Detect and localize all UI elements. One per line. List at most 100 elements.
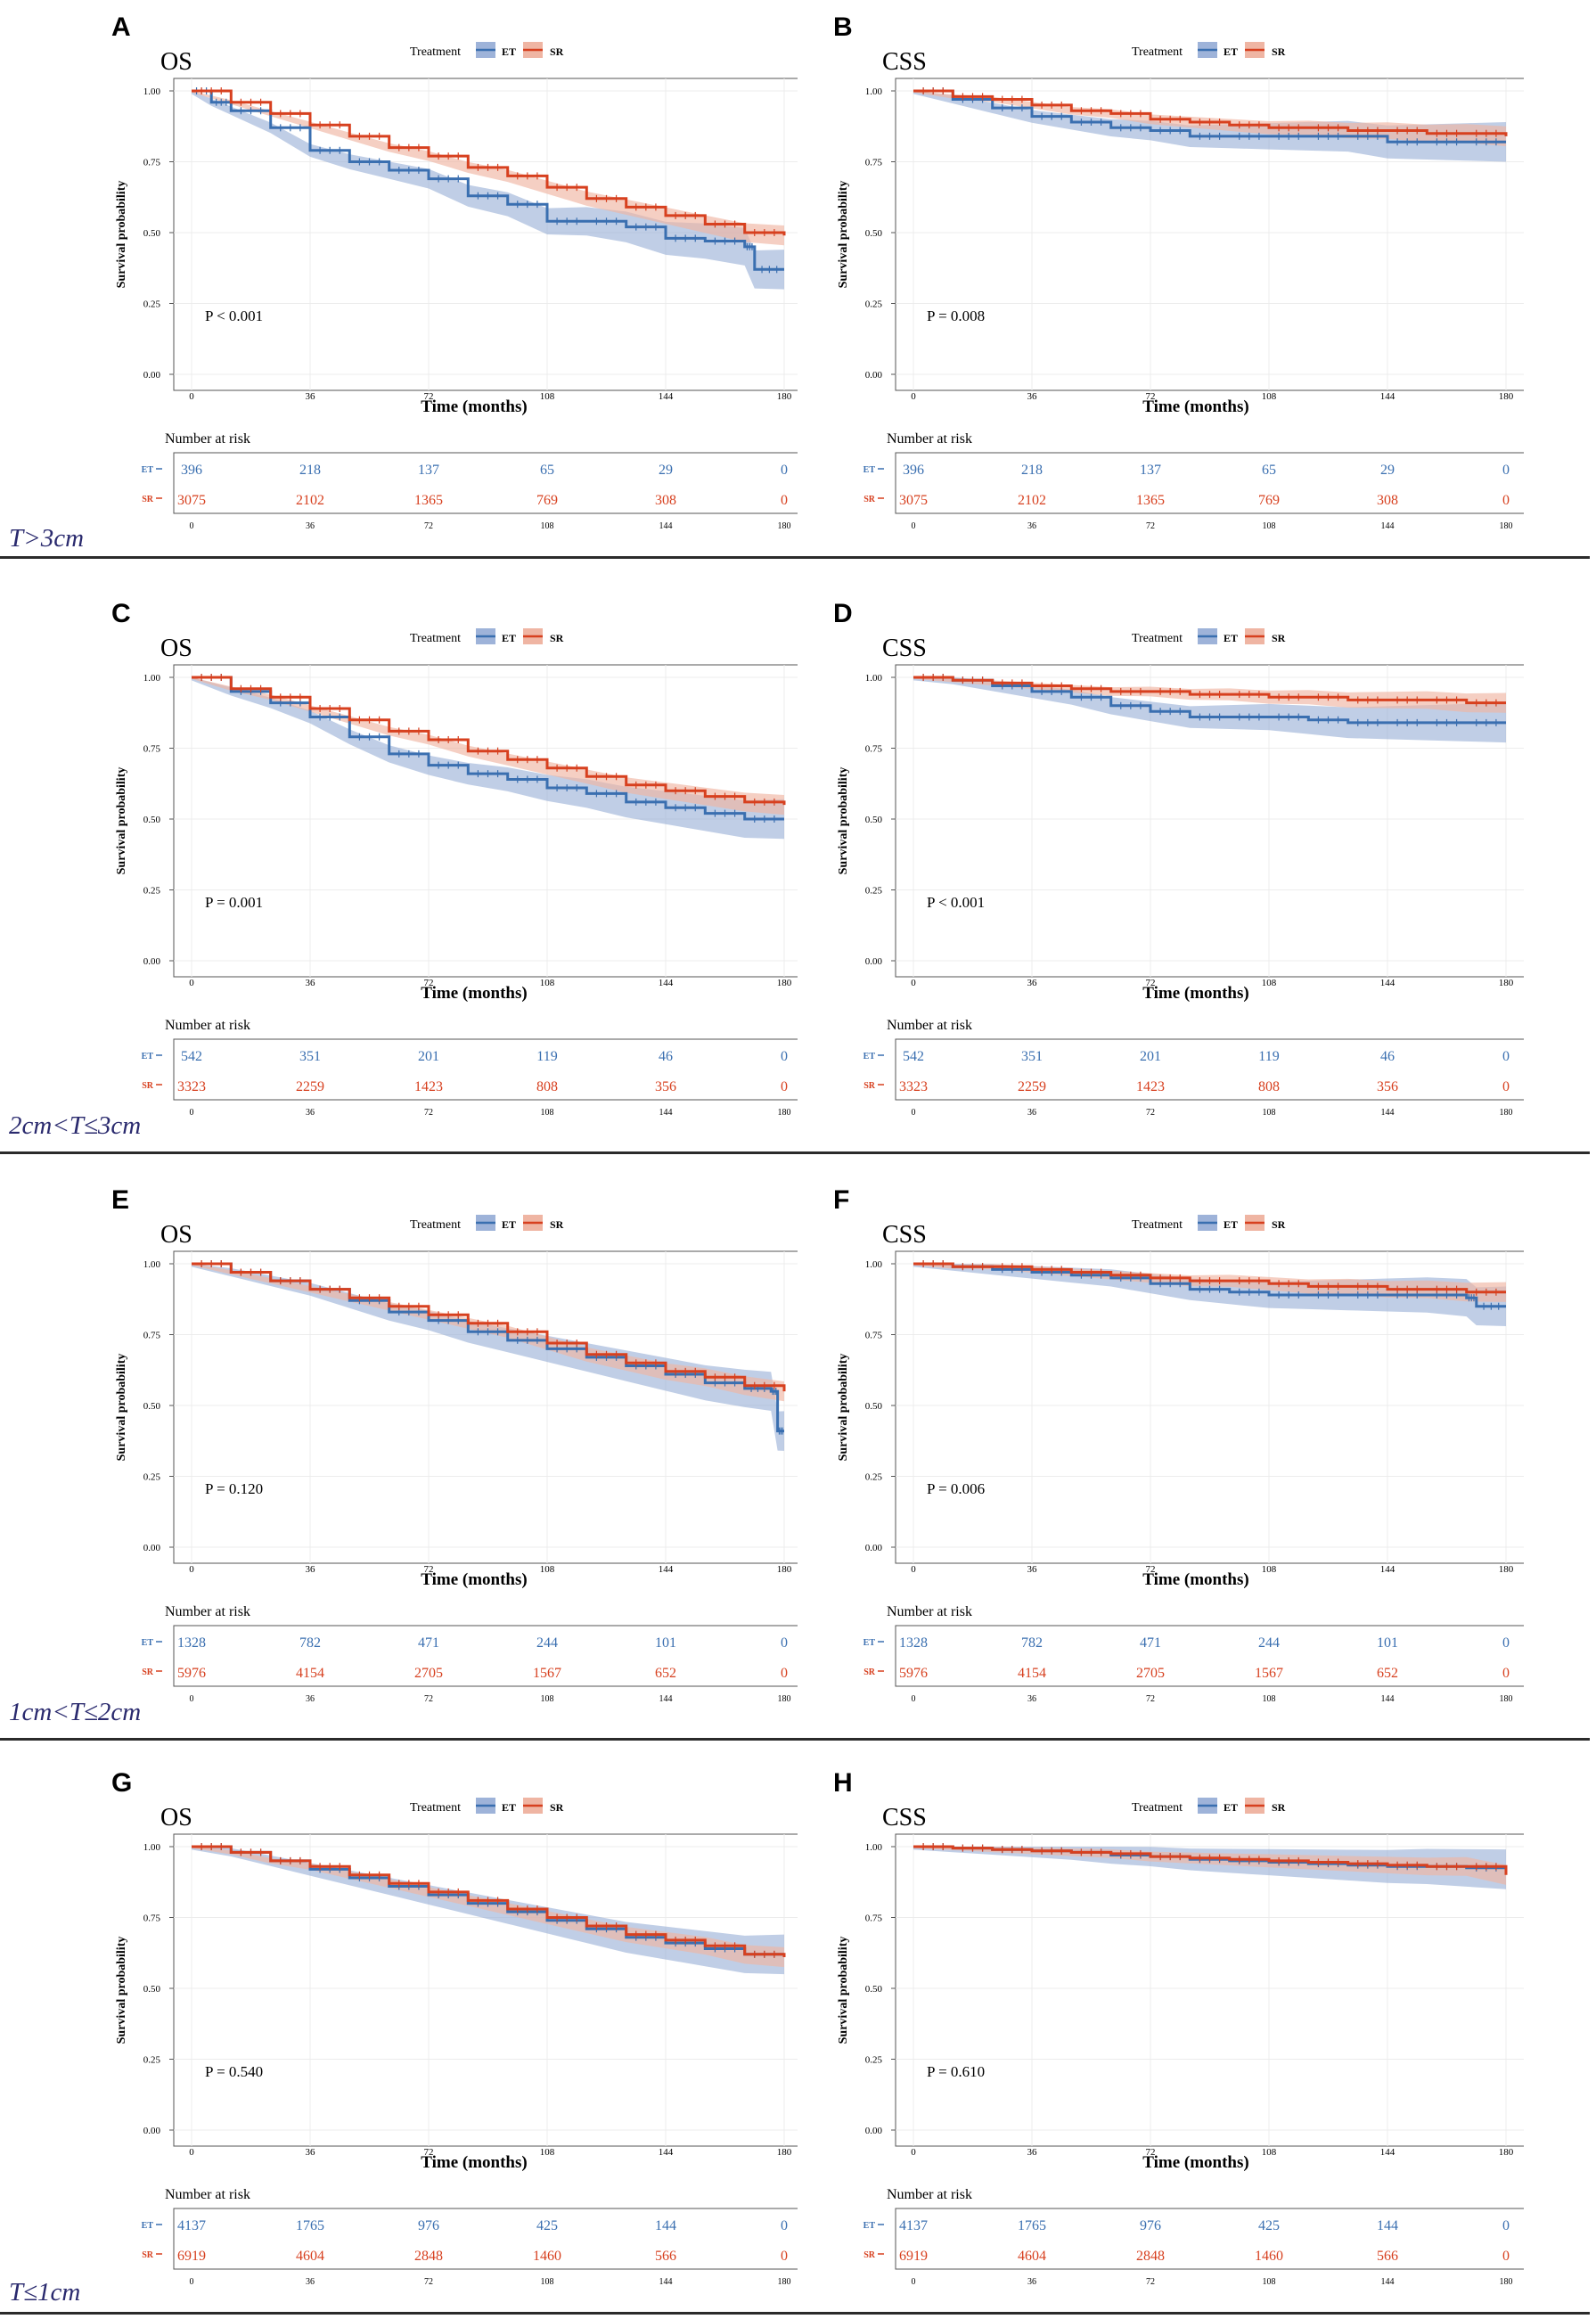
p-value: P = 0.120 [205, 1480, 263, 1497]
risk-cell-et: 425 [1258, 2218, 1280, 2233]
legend-et-label: ET [1224, 45, 1238, 58]
risk-x-tick: 0 [912, 2277, 916, 2287]
risk-x-tick: 0 [190, 1108, 194, 1118]
x-tick-label: 180 [1499, 2147, 1514, 2158]
risk-cell-sr: 0 [1502, 2249, 1510, 2264]
risk-cell-et: 144 [655, 2218, 676, 2233]
y-tick-label: 0.75 [143, 1331, 161, 1341]
risk-x-tick: 180 [778, 2277, 791, 2287]
legend: Treatment ET SR [1132, 1798, 1286, 1815]
ci-band-sr [913, 1847, 1506, 1885]
censor-marks-sr [922, 674, 1497, 707]
risk-cell-sr: 1567 [533, 1666, 561, 1681]
x-tick-label: 36 [1027, 978, 1038, 988]
chart-title: CSS [882, 635, 927, 662]
y-tick-label: 0.00 [865, 956, 883, 967]
risk-cell-et: 0 [781, 1049, 788, 1064]
x-tick-label: 72 [1146, 2147, 1156, 2158]
risk-cell-sr: 3323 [177, 1079, 206, 1094]
risk-row-label-sr: SR [142, 495, 154, 504]
risk-frame [173, 2208, 798, 2270]
risk-cell-et: 0 [781, 1635, 788, 1651]
risk-cell-et: 471 [1140, 1635, 1161, 1651]
legend-title: Treatment [1132, 1801, 1183, 1815]
risk-x-tick: 72 [424, 2277, 433, 2287]
km-panel-D: CSS Treatment ET SR 0.00 0.25 0.50 0.75 1.00 0 36 7… [837, 628, 1524, 1118]
risk-frame [173, 1625, 798, 1687]
y-tick-label: 0.25 [865, 886, 883, 897]
y-tick-label: 0.75 [865, 1913, 883, 1924]
p-value: P = 0.008 [927, 307, 985, 324]
risk-x-tick: 72 [1146, 1108, 1155, 1118]
y-tick-label: 1.00 [143, 673, 161, 684]
risk-row-label-et: ET [863, 1052, 876, 1061]
legend-title: Treatment [410, 632, 461, 645]
risk-frame [895, 1625, 1524, 1687]
y-tick-label: 0.25 [865, 1472, 883, 1483]
risk-x-tick: 72 [1146, 2277, 1155, 2287]
legend-et-label: ET [502, 1218, 516, 1231]
legend-sr-label: SR [1272, 1218, 1286, 1231]
risk-cell-sr: 0 [1502, 493, 1510, 508]
x-tick-label: 72 [424, 391, 434, 402]
x-tick-label: 180 [1499, 391, 1514, 402]
risk-cell-sr: 0 [781, 493, 788, 508]
risk-frame [173, 452, 798, 514]
ci-band-et [192, 91, 784, 290]
risk-cell-sr: 0 [781, 2249, 788, 2264]
risk-x-tick: 108 [541, 521, 554, 531]
x-tick-label: 0 [911, 978, 916, 988]
x-tick-label: 108 [540, 978, 555, 988]
legend-title: Treatment [410, 45, 461, 59]
risk-x-tick: 180 [778, 1108, 791, 1118]
risk-x-tick: 36 [306, 1694, 315, 1704]
risk-cell-sr: 1423 [414, 1079, 443, 1094]
y-tick-label: 0.50 [143, 1401, 161, 1412]
risk-cell-et: 351 [1021, 1049, 1043, 1064]
x-tick-label: 0 [189, 978, 194, 988]
panel-letter: G [111, 1768, 133, 1798]
risk-cell-et: 218 [299, 463, 321, 478]
risk-cell-sr: 566 [1377, 2249, 1398, 2264]
x-tick-label: 144 [1380, 1564, 1395, 1575]
risk-cell-sr: 2705 [1136, 1666, 1165, 1681]
panel-letter: D [833, 599, 853, 628]
x-tick-label: 72 [1146, 978, 1156, 988]
group-label: 2cm<T≤3cm [9, 1111, 142, 1140]
x-axis-label: Time (months) [1142, 1570, 1248, 1589]
risk-x-tick: 180 [778, 521, 791, 531]
km-curve-sr [192, 1262, 786, 1392]
x-axis-label: Time (months) [421, 984, 527, 1003]
km-panel-H: CSS Treatment ET SR 0.00 0.25 0.50 0.75 1.00 0 36 7… [837, 1798, 1524, 2287]
risk-x-tick: 72 [1146, 521, 1155, 531]
x-tick-label: 144 [659, 2147, 674, 2158]
risk-cell-sr: 308 [1377, 493, 1398, 508]
x-tick-label: 36 [1027, 391, 1038, 402]
x-tick-label: 36 [306, 1564, 316, 1575]
risk-x-tick: 108 [541, 1694, 554, 1704]
risk-cell-et: 244 [536, 1635, 558, 1651]
risk-cell-et: 29 [659, 463, 673, 478]
risk-row-label-et: ET [142, 1638, 154, 1648]
risk-cell-sr: 356 [655, 1079, 676, 1094]
x-tick-label: 144 [659, 978, 674, 988]
risk-row-label-et: ET [863, 2221, 876, 2231]
risk-x-tick: 144 [1381, 1108, 1395, 1118]
y-tick-label: 0.50 [143, 1984, 161, 1995]
x-tick-label: 72 [1146, 391, 1156, 402]
row-divider [0, 556, 1590, 559]
x-axis-label: Time (months) [1142, 984, 1248, 1003]
legend: Treatment ET SR [410, 1798, 564, 1815]
risk-cell-et: 65 [1262, 463, 1276, 478]
y-tick-label: 0.75 [865, 158, 883, 168]
censor-marks-sr [201, 87, 775, 236]
risk-row-label-sr: SR [142, 2250, 154, 2260]
legend: Treatment ET SR [410, 628, 564, 645]
risk-cell-sr: 3075 [899, 493, 928, 508]
p-value: P = 0.001 [205, 894, 263, 911]
plot-frame [895, 1833, 1524, 2147]
risk-x-tick: 0 [190, 1694, 194, 1704]
legend-sr-label: SR [1272, 1801, 1286, 1814]
y-tick-label: 0.25 [143, 299, 161, 310]
risk-x-tick: 36 [1027, 521, 1036, 531]
